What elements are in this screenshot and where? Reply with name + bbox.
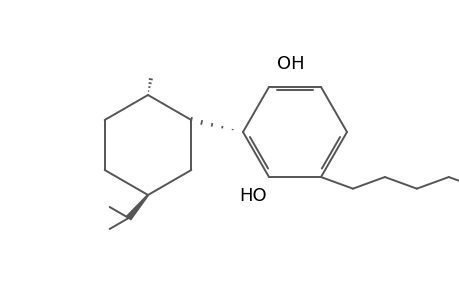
Text: HO: HO (239, 187, 266, 205)
Text: OH: OH (276, 55, 304, 73)
Polygon shape (126, 195, 148, 220)
